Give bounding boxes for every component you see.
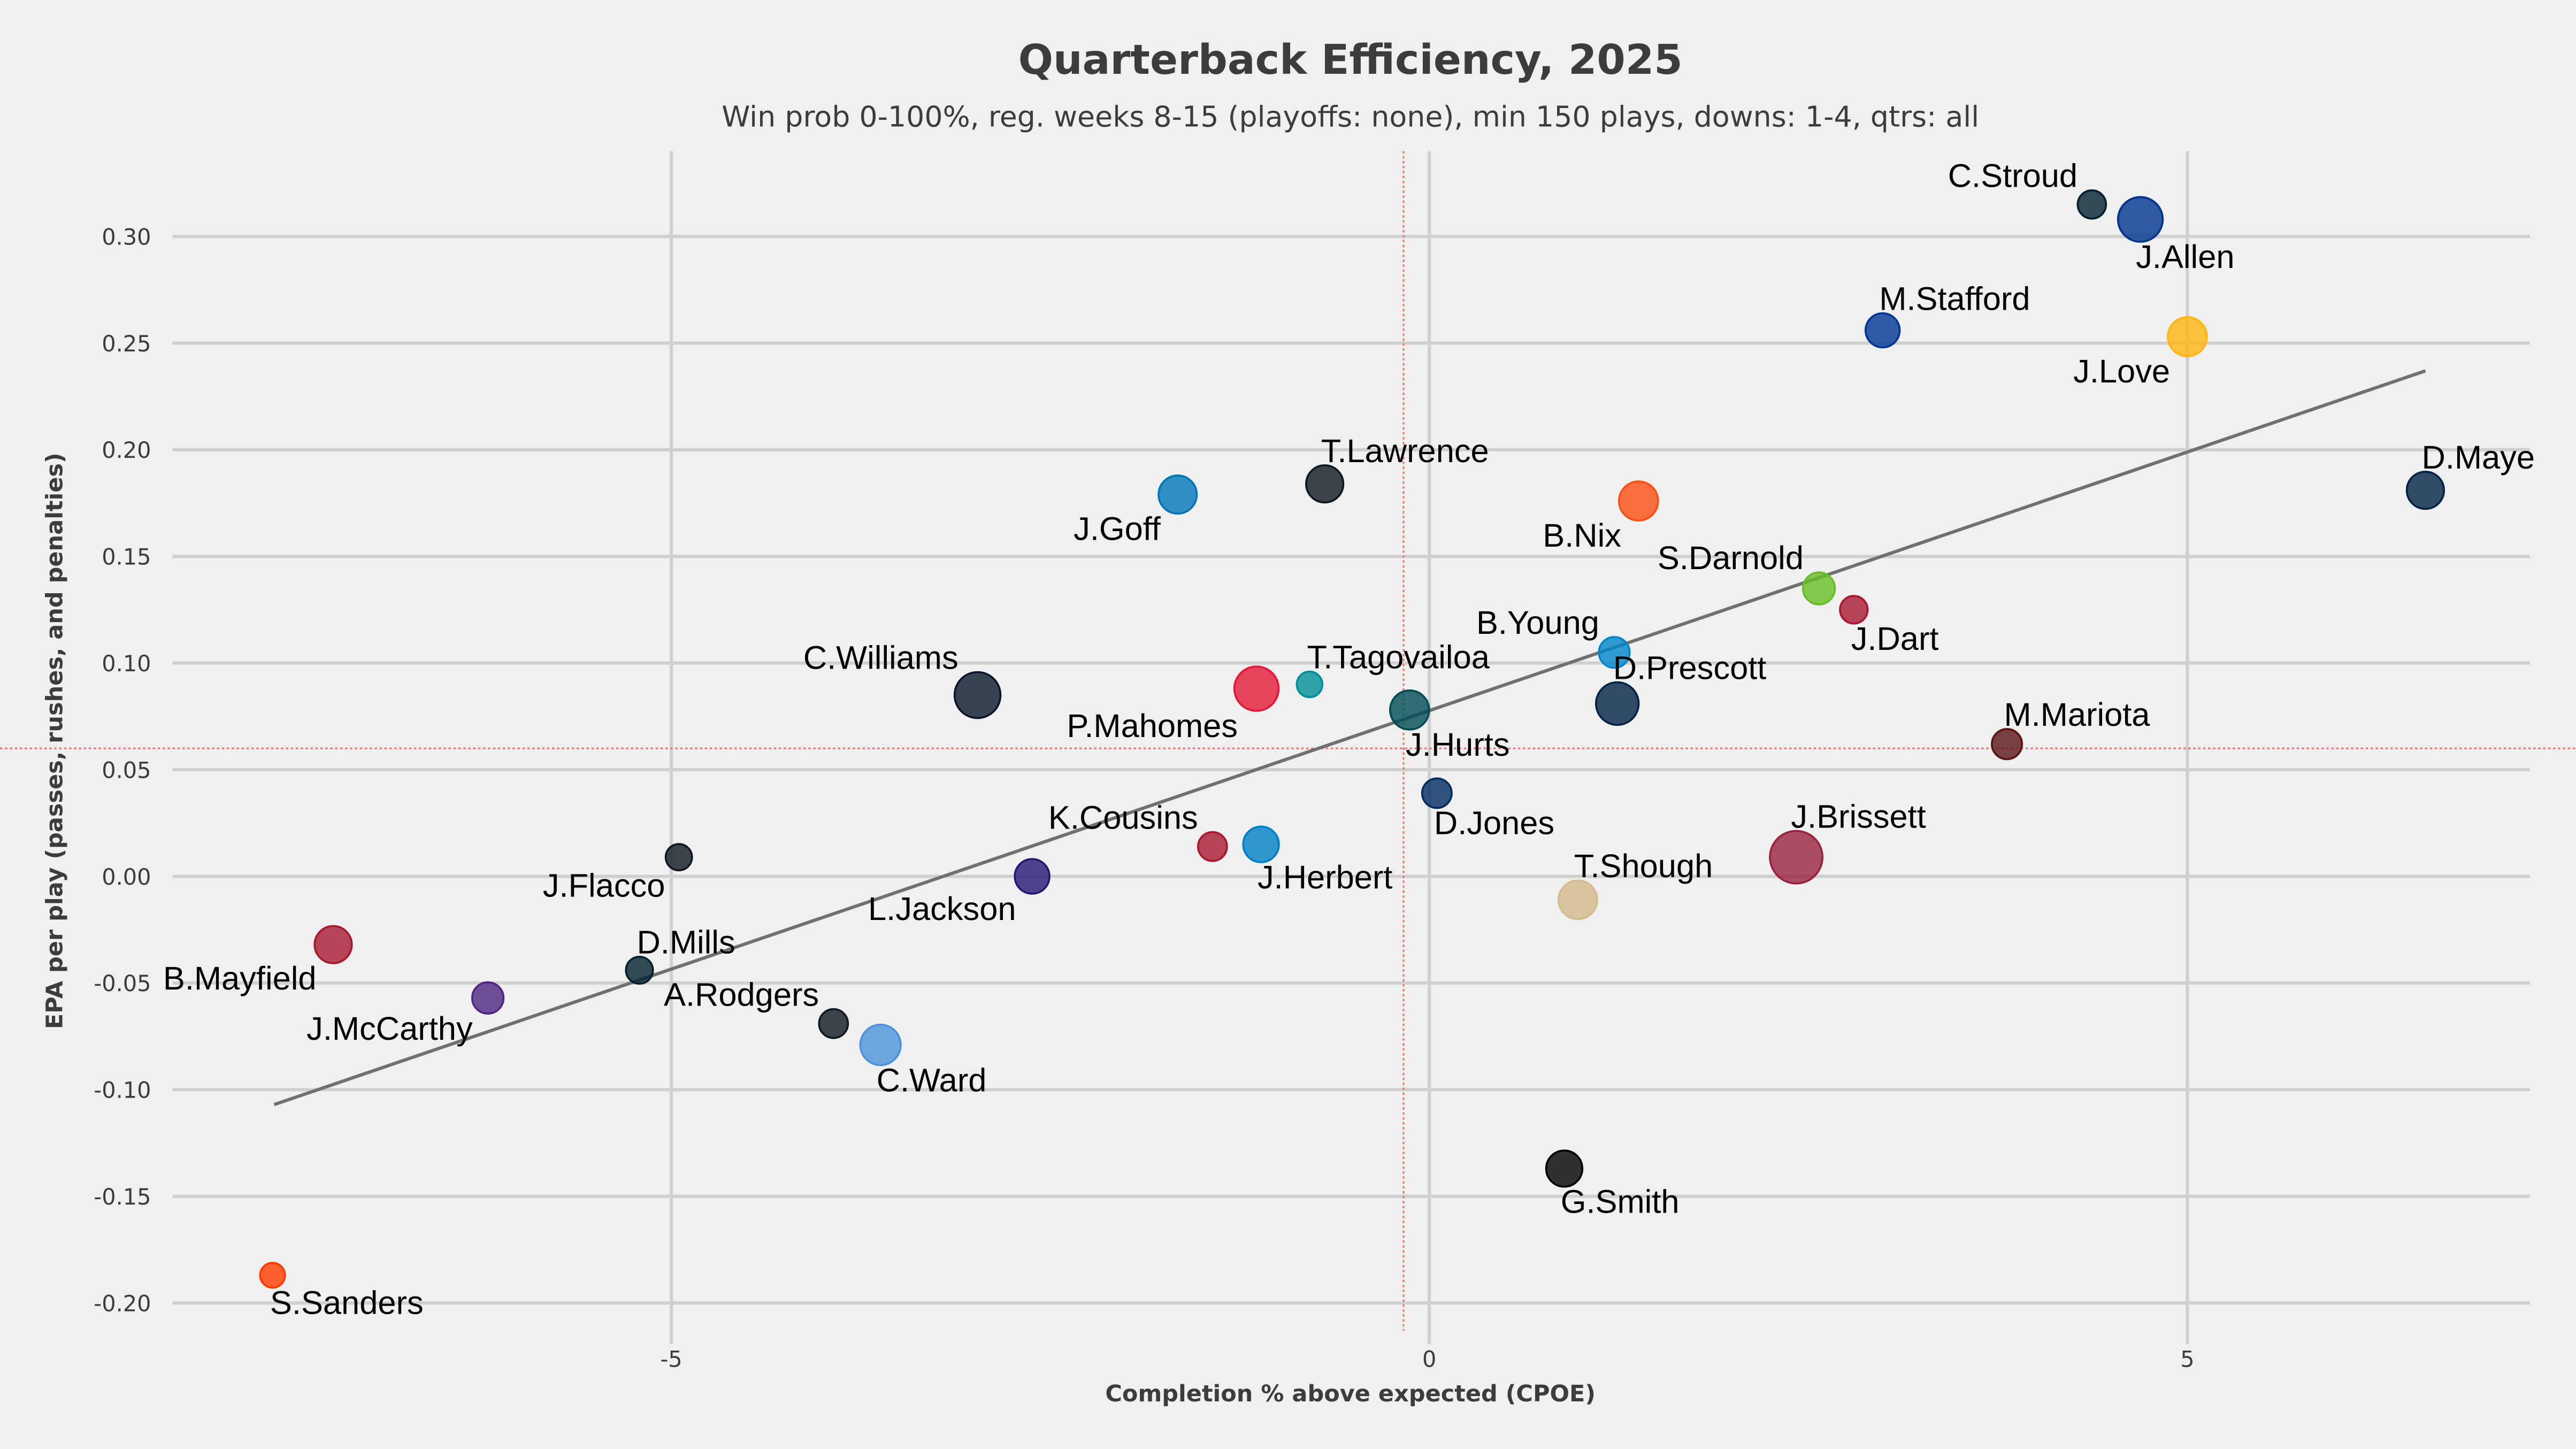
y-tick-label: 0.10 <box>102 651 151 677</box>
point-label: D.Maye <box>2421 439 2535 476</box>
x-tick-label: -5 <box>660 1346 682 1372</box>
point-label: C.Ward <box>877 1062 987 1099</box>
data-point <box>1305 464 1345 504</box>
y-axis-label: EPA per play (passes, rushes, and penalt… <box>42 453 68 1029</box>
point-label: B.Young <box>1476 604 1599 641</box>
data-point <box>2076 189 2107 220</box>
data-point <box>1295 670 1324 699</box>
data-point <box>471 981 505 1015</box>
data-point <box>1545 1149 1584 1188</box>
point-label: K.Cousins <box>1048 799 1198 836</box>
data-point <box>1802 571 1836 605</box>
gridlines <box>172 151 2530 1344</box>
y-tick-label: 0.20 <box>102 438 151 463</box>
mean-lines <box>0 151 2576 1331</box>
y-tick-label: -0.10 <box>94 1078 151 1103</box>
data-point <box>1864 312 1901 349</box>
point-label: A.Rodgers <box>664 976 819 1013</box>
data-point <box>1769 830 1824 885</box>
y-tick-label: -0.15 <box>94 1184 151 1210</box>
point-label: J.Brissett <box>1791 798 1926 835</box>
point-label: L.Jackson <box>868 891 1016 927</box>
point-label: J.McCarthy <box>306 1010 473 1047</box>
data-point <box>818 1008 849 1039</box>
data-point <box>1233 665 1280 712</box>
point-label: C.Stroud <box>1948 158 2077 195</box>
y-tick-label: 0.05 <box>102 757 151 783</box>
point-labels: C.Stroud J.Allen M.Stafford J.Love D.Maye T.L… <box>163 158 2535 1322</box>
x-axis-label: Completion % above expected (CPOE) <box>1105 1381 1596 1407</box>
y-tick-labels: -0.20 -0.15 -0.10 -0.05 0.00 0.05 0.10 0.15 0.20… <box>94 224 151 1316</box>
point-label: T.Shough <box>1574 848 1713 885</box>
point-label: J.Love <box>2073 353 2170 390</box>
y-tick-label: -0.20 <box>94 1291 151 1316</box>
point-label: J.Hurts <box>1406 726 1509 763</box>
point-label: J.Herbert <box>1258 859 1393 896</box>
data-point <box>2405 471 2445 510</box>
data-point <box>259 1262 286 1289</box>
data-point <box>859 1023 902 1067</box>
point-label: J.Flacco <box>543 867 665 904</box>
point-label: P.Mahomes <box>1067 708 1238 745</box>
y-tick-label: 0.15 <box>102 545 151 570</box>
chart-title: Quarterback Efficiency, 2025 <box>1018 36 1683 84</box>
data-point <box>664 843 693 871</box>
chart-subtitle: Win prob 0-100%, reg. weeks 8-15 (playof… <box>722 100 1979 134</box>
trend-line-segment <box>273 369 2426 1107</box>
x-tick-label: 0 <box>1422 1346 1436 1372</box>
point-label: J.Dart <box>1851 620 1939 657</box>
data-point <box>1595 681 1640 726</box>
data-point <box>1421 777 1453 809</box>
point-label: D.Prescott <box>1613 649 1767 686</box>
point-label: B.Mayfield <box>163 960 317 997</box>
point-label: J.Goff <box>1074 510 1161 547</box>
data-point <box>1991 728 2023 761</box>
data-point <box>1242 825 1280 863</box>
y-tick-label: 0.25 <box>102 331 151 357</box>
point-label: M.Stafford <box>1879 281 2030 318</box>
point-label: T.Lawrence <box>1321 433 1489 470</box>
point-label: S.Sanders <box>270 1285 424 1322</box>
point-label: M.Mariota <box>2004 696 2150 733</box>
data-point <box>2167 316 2208 357</box>
data-point <box>1157 474 1198 515</box>
point-label: D.Mills <box>637 924 735 961</box>
data-point <box>1197 831 1228 862</box>
x-tick-labels: -5 0 5 <box>660 1346 2194 1372</box>
y-tick-label: 0.00 <box>102 864 151 890</box>
data-point <box>313 925 353 964</box>
point-label: G.Smith <box>1561 1184 1680 1221</box>
point-label: J.Allen <box>2136 239 2234 275</box>
data-point <box>1839 595 1869 625</box>
point-label: B.Nix <box>1543 517 1621 554</box>
point-label: T.Tagovailoa <box>1307 639 1490 676</box>
y-tick-label: 0.30 <box>102 224 151 250</box>
data-points <box>259 189 2445 1289</box>
data-point <box>1558 879 1598 921</box>
x-tick-label: 5 <box>2180 1346 2194 1372</box>
data-point <box>1014 858 1051 895</box>
data-point <box>953 671 1002 719</box>
y-tick-label: -0.05 <box>94 971 151 996</box>
point-label: S.Darnold <box>1658 540 1804 577</box>
data-point <box>2117 196 2164 243</box>
data-point <box>1598 636 1631 669</box>
point-label: C.Williams <box>803 639 959 676</box>
trend-line <box>273 369 2426 1107</box>
data-point <box>1389 689 1430 731</box>
data-point <box>1618 480 1659 522</box>
data-point <box>625 955 654 985</box>
point-label: D.Jones <box>1434 805 1554 842</box>
